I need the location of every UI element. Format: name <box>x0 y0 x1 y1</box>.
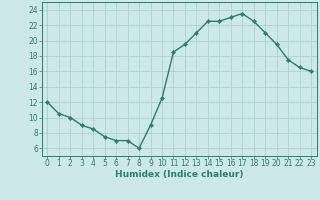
X-axis label: Humidex (Indice chaleur): Humidex (Indice chaleur) <box>115 170 244 179</box>
